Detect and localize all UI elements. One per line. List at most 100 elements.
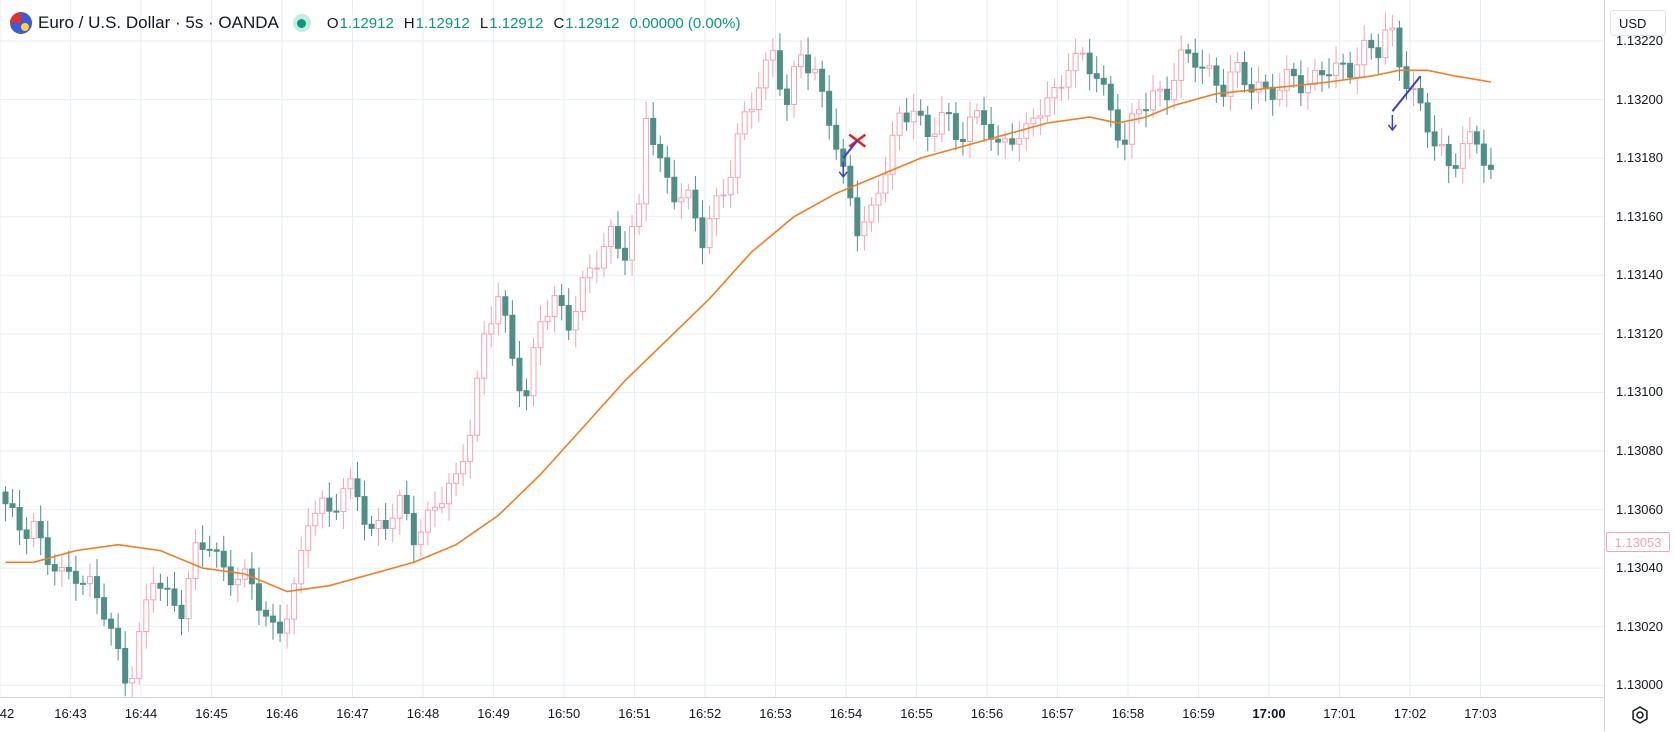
flag-logo-icon xyxy=(10,12,32,34)
candle xyxy=(312,500,319,536)
chart-pane[interactable] xyxy=(0,0,1604,697)
candle-body xyxy=(833,124,840,150)
price-tick-label: 1.13140 xyxy=(1616,267,1663,283)
candle xyxy=(558,284,565,321)
arrow-down-icon[interactable] xyxy=(838,161,848,179)
candle xyxy=(192,529,199,591)
candle-body xyxy=(1361,39,1368,66)
candle xyxy=(882,156,889,203)
candle-body xyxy=(1206,65,1213,69)
candle-body xyxy=(1248,84,1255,93)
candle xyxy=(1290,62,1297,88)
candle-body xyxy=(699,217,706,249)
symbol-title[interactable]: Euro / U.S. Dollar · 5s · OANDA xyxy=(38,13,279,32)
candle xyxy=(1079,46,1086,61)
candle xyxy=(495,282,502,336)
price-tick-label: 1.13080 xyxy=(1616,443,1663,458)
candle xyxy=(1037,99,1044,136)
candle xyxy=(1248,67,1255,110)
candle xyxy=(1438,128,1445,157)
candle-body xyxy=(981,110,988,125)
candle xyxy=(262,601,269,627)
candle xyxy=(1326,58,1333,89)
candle-body xyxy=(1424,102,1431,133)
candle xyxy=(1318,61,1325,92)
candle xyxy=(966,101,973,158)
candle-body xyxy=(1326,74,1333,77)
candle-body xyxy=(220,550,227,568)
candle-body xyxy=(23,529,30,539)
high-key: H xyxy=(403,14,415,32)
candle-body xyxy=(143,599,150,633)
candle xyxy=(523,378,530,411)
candle xyxy=(129,666,136,697)
time-axis[interactable]: 42 16:43 16:44 16:45 16:46 16:47 16:48 16:49 16:… xyxy=(0,697,1604,732)
candle xyxy=(1452,153,1459,178)
candle-body xyxy=(312,512,319,527)
candle-body xyxy=(1375,47,1382,59)
candle-body xyxy=(692,189,699,219)
candle xyxy=(270,603,277,640)
candle-body xyxy=(333,510,340,513)
candle xyxy=(65,550,72,580)
candle xyxy=(769,38,776,78)
candle-body xyxy=(255,583,262,611)
candle-body xyxy=(1185,49,1192,54)
candle-body xyxy=(988,123,995,140)
candle-body xyxy=(347,478,354,490)
time-tick-label: 16:51 xyxy=(618,706,651,721)
candle-body xyxy=(136,631,143,679)
candle xyxy=(671,159,678,210)
gear-icon[interactable] xyxy=(1630,705,1650,725)
candle-body xyxy=(164,587,171,590)
candle xyxy=(58,556,65,588)
candle xyxy=(305,508,312,569)
price-tick-label: 1.13060 xyxy=(1616,501,1663,517)
candle-body xyxy=(368,523,375,529)
candle-body xyxy=(1333,62,1340,77)
price-tick-label: 1.13100 xyxy=(1616,384,1663,400)
candle xyxy=(277,604,284,643)
currency-button[interactable]: USD xyxy=(1610,10,1666,36)
candle xyxy=(1023,112,1030,151)
candle-body xyxy=(495,296,502,325)
candle-body xyxy=(847,165,854,199)
candle xyxy=(1410,71,1417,107)
market-open-dot-icon xyxy=(292,14,311,32)
candle xyxy=(1227,55,1234,111)
candle xyxy=(178,589,185,636)
candle xyxy=(431,491,438,527)
candle xyxy=(1142,92,1149,128)
time-tick-label: 16:53 xyxy=(759,706,792,721)
price-tick-label: 1.13020 xyxy=(1616,618,1663,634)
candle-body xyxy=(1086,52,1093,75)
time-tick-label: 16:56 xyxy=(970,706,1004,721)
trend-line-annotation[interactable] xyxy=(842,139,859,159)
candle xyxy=(600,232,607,278)
candle xyxy=(1150,74,1157,119)
candle xyxy=(340,477,347,529)
candle-body xyxy=(474,377,481,436)
candlestick-chart[interactable] xyxy=(0,0,1604,697)
price-axis[interactable] xyxy=(1604,0,1675,731)
candle xyxy=(213,542,220,568)
trend-line-annotation[interactable] xyxy=(1391,75,1422,112)
time-tick-label: 16:43 xyxy=(54,706,87,721)
candle-body xyxy=(1417,88,1424,104)
candle-body xyxy=(805,54,812,74)
candle-body xyxy=(607,226,614,247)
candle-body xyxy=(30,520,37,539)
candle-body xyxy=(1304,83,1311,94)
candle-body xyxy=(460,460,467,475)
candle-body xyxy=(2,491,9,505)
candle xyxy=(1445,135,1452,184)
candle xyxy=(551,285,558,333)
candle xyxy=(438,486,445,514)
arrow-down-icon[interactable] xyxy=(1387,115,1397,132)
candle xyxy=(1030,108,1037,137)
candle-body xyxy=(1389,27,1396,31)
candle xyxy=(720,179,727,209)
candle-body xyxy=(959,138,966,143)
candle xyxy=(889,121,896,190)
candle xyxy=(1241,51,1248,93)
